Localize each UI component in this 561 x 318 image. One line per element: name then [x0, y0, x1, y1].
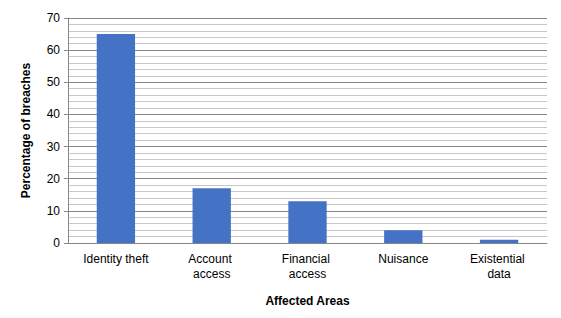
svg-text:Existential: Existential [470, 252, 528, 266]
svg-text:Percentage of breaches: Percentage of breaches [19, 62, 33, 198]
svg-text:access: access [289, 267, 326, 281]
svg-text:20: 20 [47, 172, 61, 186]
svg-text:50: 50 [47, 75, 61, 89]
svg-text:Account: Account [188, 252, 235, 266]
svg-text:Nuisance: Nuisance [378, 252, 428, 266]
svg-text:70: 70 [47, 11, 61, 25]
svg-text:10: 10 [47, 204, 61, 218]
svg-text:access: access [193, 267, 230, 281]
svg-text:30: 30 [47, 140, 61, 154]
svg-text:Financial: Financial [282, 252, 333, 266]
svg-text:60: 60 [47, 43, 61, 57]
svg-text:0: 0 [53, 236, 60, 250]
svg-text:data: data [487, 267, 511, 281]
svg-text:Identity theft: Identity theft [83, 252, 149, 266]
svg-text:40: 40 [47, 107, 61, 121]
svg-text:Affected Areas: Affected Areas [265, 294, 350, 308]
